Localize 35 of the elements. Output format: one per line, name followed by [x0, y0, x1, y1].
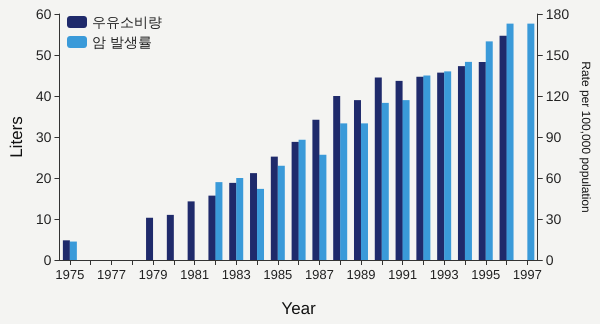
y2-tick-label: 180	[546, 6, 570, 22]
y-axis-title: Liters	[7, 116, 26, 158]
x-tick-label: 1997	[512, 267, 542, 282]
y2-tick-label: 0	[546, 252, 554, 268]
y-tick-label: 0	[44, 252, 52, 268]
y2-tick-label: 30	[546, 211, 562, 227]
bar	[146, 218, 154, 260]
legend-label: 암 발생률	[92, 34, 152, 50]
y-tick-label: 40	[36, 88, 52, 104]
y2-axis-title: Rate per 100,000 population	[579, 61, 593, 213]
y2-tick-label: 90	[546, 129, 562, 145]
bar	[166, 214, 174, 260]
y-tick-label: 30	[36, 129, 52, 145]
bar	[188, 201, 195, 260]
y2-tick-label: 120	[546, 88, 570, 104]
y-tick-label: 20	[36, 170, 52, 186]
x-tick-label: 1987	[304, 267, 334, 282]
bar	[527, 24, 534, 260]
x-tick-label: 1977	[96, 267, 126, 282]
legend-label: 우유소비량	[92, 14, 162, 30]
x-axis-title: Year	[281, 299, 316, 318]
x-tick-label: 1975	[55, 267, 84, 282]
y-tick-label: 10	[36, 211, 52, 227]
x-tick-label: 1979	[138, 267, 168, 282]
y2-tick-label: 60	[546, 170, 562, 186]
y2-tick-label: 150	[546, 47, 570, 63]
x-tick-label: 1981	[180, 267, 210, 282]
x-tick-label: 1993	[430, 267, 459, 282]
x-tick-label: 1991	[388, 267, 418, 282]
x-tick-label: 1985	[263, 267, 292, 282]
x-tick-label: 1983	[222, 267, 251, 282]
x-tick-label: 1989	[346, 267, 376, 282]
y-tick-label: 50	[36, 47, 52, 63]
y-tick-label: 60	[36, 6, 52, 22]
x-tick-label: 1995	[471, 267, 500, 282]
